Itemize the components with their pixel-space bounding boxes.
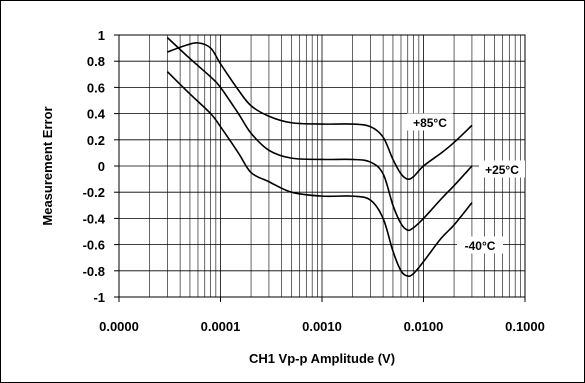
series-line-1 <box>167 41 473 181</box>
x-tick-label: 0.0000 <box>99 319 139 334</box>
y-tick-label: -0.4 <box>83 211 106 226</box>
y-tick-label: -0.2 <box>83 185 105 200</box>
y-tick-label: 1 <box>98 28 105 43</box>
annotation-bg <box>479 160 525 178</box>
annotation-bg <box>407 113 453 131</box>
y-axis-title: Measurement Error <box>40 106 55 225</box>
x-axis-ticks: 0.0000 0.0001 0.0010 0.0100 0.1000 <box>99 297 545 334</box>
y-tick-label: -1 <box>93 290 105 305</box>
annotation-bg <box>457 236 503 254</box>
y-tick-label: 0 <box>98 159 105 174</box>
annotation-label: +25°C <box>485 163 519 177</box>
x-tick-label: 0.1000 <box>505 319 545 334</box>
y-tick-label: 0.4 <box>87 107 106 122</box>
x-tick-label: 0.0100 <box>404 319 444 334</box>
y-tick-label: 0.8 <box>87 54 105 69</box>
x-tick-label: 0.0001 <box>201 319 241 334</box>
y-tick-label: 0.2 <box>87 133 105 148</box>
series-line-2 <box>166 37 473 232</box>
series-line-3 <box>166 71 473 277</box>
annotation-label: +85°C <box>413 116 447 130</box>
series-lines <box>166 37 473 277</box>
x-tick-label: 0.0010 <box>302 319 342 334</box>
y-tick-label: 0.6 <box>87 80 105 95</box>
annotation-label: -40°C <box>465 239 496 253</box>
y-axis-ticks: 1 0.8 0.6 0.4 0.2 0 -0.2 -0.4 -0.6 -0.8 -1 <box>83 28 119 305</box>
series-annotations: +85°C +25°C -40°C <box>407 113 525 254</box>
x-axis-title: CH1 Vp-p Amplitude (V) <box>249 351 395 366</box>
y-tick-label: -0.6 <box>83 238 105 253</box>
y-tick-label: -0.8 <box>83 264 105 279</box>
